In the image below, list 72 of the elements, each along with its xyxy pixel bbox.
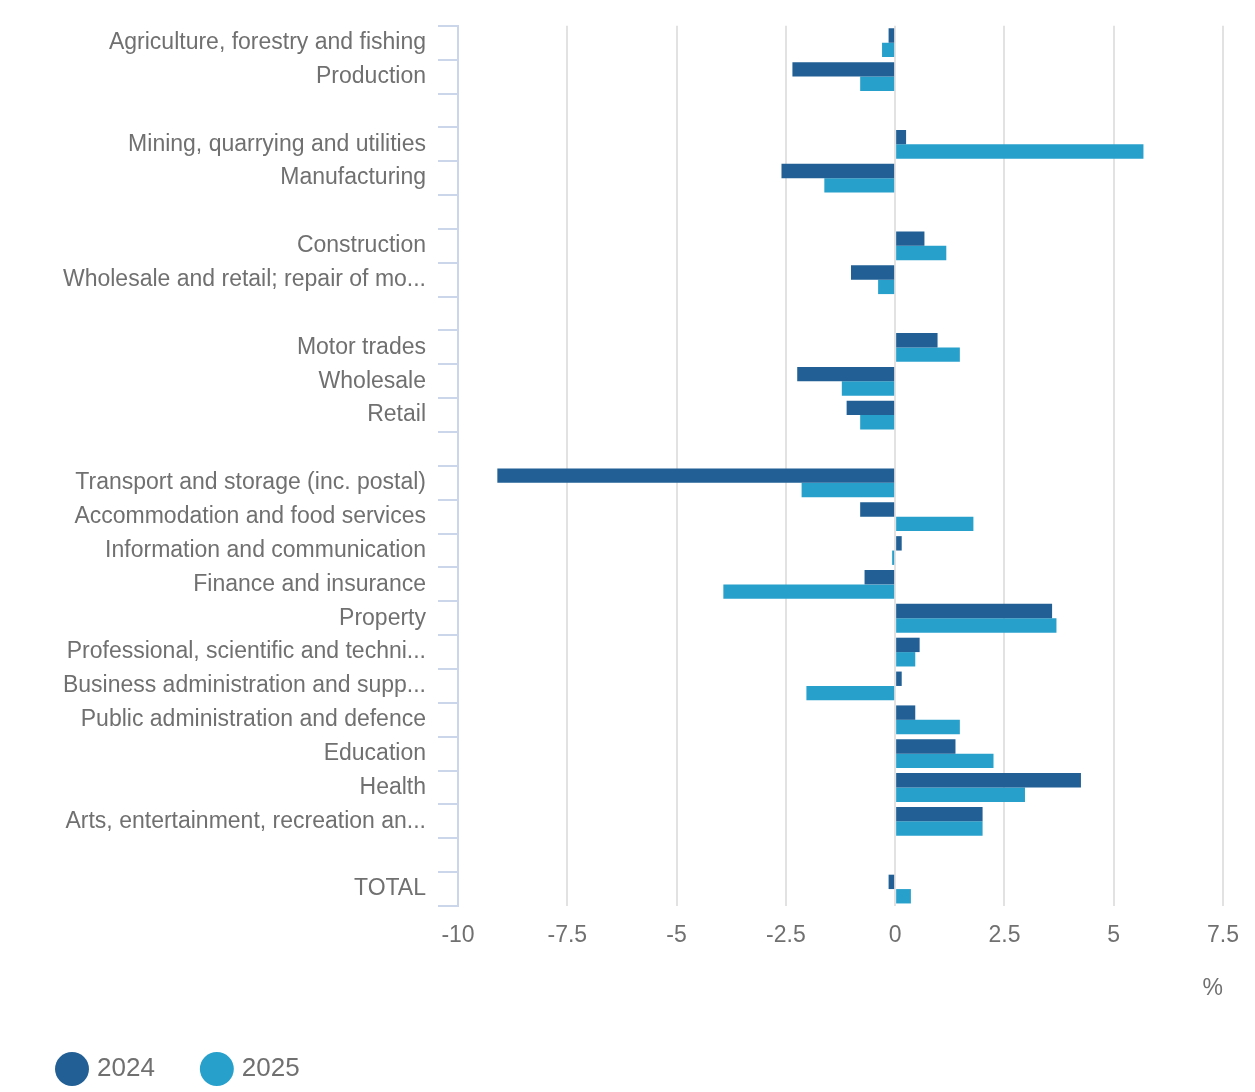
bar — [806, 685, 895, 701]
x-tick-label: -5 — [666, 921, 687, 948]
bar — [896, 245, 947, 261]
y-tick-label: Professional, scientific and techni... — [66, 637, 426, 664]
bar — [896, 753, 994, 769]
y-tick-label: Wholesale and retail; repair of mo... — [62, 265, 426, 292]
bar — [896, 603, 1053, 619]
bar — [882, 42, 895, 58]
bar — [896, 129, 907, 145]
y-tick-label: Mining, quarrying and utilities — [128, 129, 426, 156]
y-tick-label: Public administration and defence — [80, 705, 426, 732]
y-tick-label: Health — [359, 772, 426, 799]
legend-label: 2024 — [97, 1052, 155, 1083]
y-tick-label: Retail — [367, 400, 426, 427]
bar — [851, 265, 895, 280]
bar — [864, 570, 895, 585]
y-tick-label: Production — [316, 61, 426, 88]
bar — [896, 637, 920, 653]
x-tick-label: 0 — [888, 921, 902, 948]
y-tick-label: Education — [323, 739, 426, 765]
bar — [896, 705, 916, 720]
x-tick-label: 7.5 — [1207, 921, 1240, 948]
bar — [896, 773, 1081, 788]
x-tick-label: -2.5 — [766, 921, 806, 948]
bar — [860, 76, 895, 91]
x-tick-label: -10 — [441, 921, 475, 948]
bar — [896, 806, 983, 822]
y-tick-label: Property — [339, 603, 427, 630]
bar — [824, 178, 895, 193]
bar — [896, 652, 916, 667]
bar — [896, 347, 960, 362]
bar — [896, 333, 938, 348]
bar — [723, 584, 895, 599]
bar — [860, 502, 895, 517]
x-axis-title: % — [1202, 973, 1224, 1000]
y-tick-label: Manufacturing — [280, 163, 426, 190]
bar — [896, 516, 974, 532]
bar — [896, 719, 960, 735]
bar — [896, 231, 925, 246]
x-tick-label: 5 — [1107, 921, 1121, 948]
y-tick-label: Finance and insurance — [193, 569, 426, 596]
bar — [797, 366, 895, 382]
x-tick-label: 2.5 — [988, 921, 1021, 948]
y-tick-label: Motor trades — [296, 332, 426, 359]
bar — [841, 381, 895, 396]
y-tick-label: Transport and storage (inc. postal) — [75, 468, 426, 495]
y-tick-label: Arts, entertainment, recreation an... — [65, 806, 426, 833]
bar — [896, 536, 902, 551]
x-tick-label: -7.5 — [547, 921, 588, 948]
bar — [888, 28, 895, 43]
bar — [896, 671, 902, 686]
y-tick-label: Business administration and supp... — [62, 671, 426, 698]
legend-label: 2025 — [241, 1052, 300, 1083]
bar — [896, 739, 956, 754]
y-tick-label: Wholesale — [318, 366, 426, 393]
bar — [497, 468, 895, 483]
bar — [781, 163, 895, 179]
y-tick-label: Information and communication — [105, 535, 426, 562]
bar — [896, 889, 911, 904]
bar — [846, 400, 895, 416]
bar — [896, 144, 1144, 159]
bar — [792, 62, 895, 77]
bar — [878, 279, 895, 295]
y-tick-label: TOTAL — [354, 874, 427, 901]
y-tick-label: Construction — [296, 231, 426, 258]
y-tick-label: Accommodation and food services — [74, 502, 426, 529]
y-tick-label: Agriculture, forestry and fishing — [108, 28, 426, 55]
bar — [801, 482, 895, 498]
bar — [896, 787, 1025, 802]
bar — [896, 618, 1057, 633]
bar — [896, 821, 983, 836]
bar — [860, 415, 895, 430]
